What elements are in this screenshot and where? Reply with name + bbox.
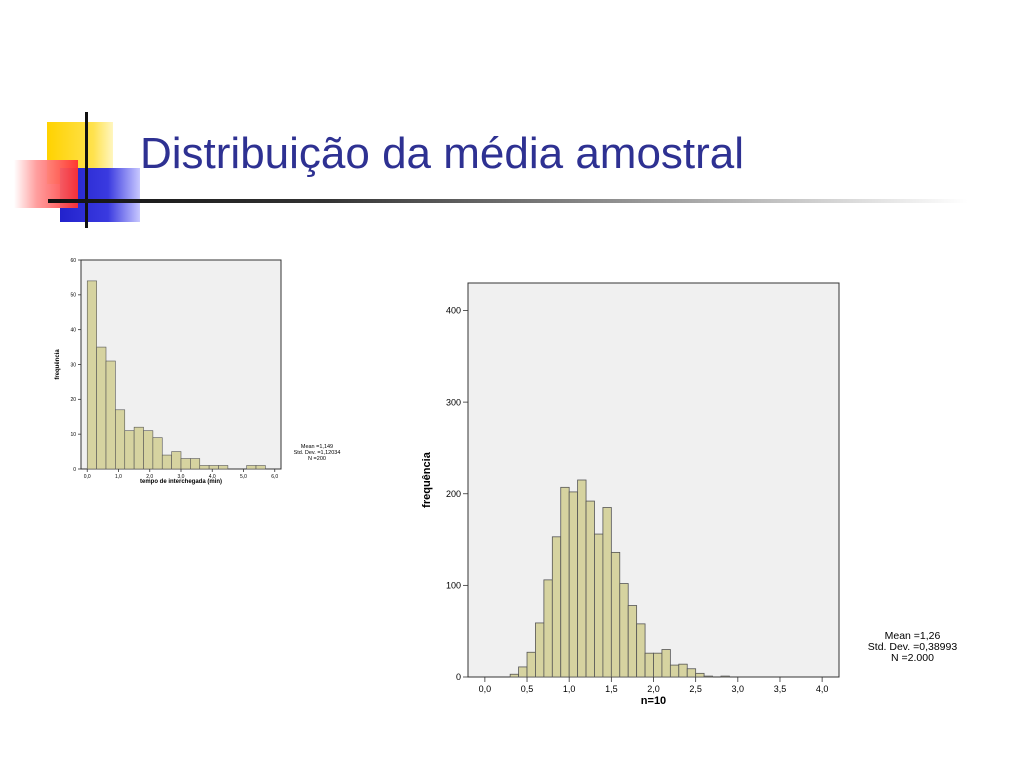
histogram-bar [161,454,172,470]
y-tick-label: 20 [70,397,76,403]
y-tick-label: 100 [446,581,461,591]
chart2-stats: Mean =1,26 Std. Dev. =0,38993 N =2.000 [855,630,970,665]
histogram-bar [669,664,680,678]
histogram-bar [246,465,257,470]
plot-area [467,282,840,678]
x-tick-label: 3,0 [178,474,185,480]
x-tick-label: 3,0 [732,684,745,694]
histogram-bar [703,675,713,678]
x-tick-label: 1,5 [605,684,618,694]
histogram-bar [695,672,705,678]
chart2-stat-n: N =2.000 [891,652,934,665]
histogram-interarrival-time: 0 10 20 30 40 50 60 0,0 1,0 2,0 3,0 4,0 5,0 6,0 tempo … [55,258,282,485]
histogram-bar [190,458,201,470]
chart1-stat-stddev: Std. Dev. =1,12034 [293,449,341,456]
histogram-sample-mean-n10: 0 100 200 300 400 0,0 0,5 1,0 1,5 2,0 2,5 3,0 3,5 4,0… [421,282,840,707]
x-tick-label: 6,0 [271,474,278,480]
histogram-bar [602,507,612,678]
slide-title: Distribuição da média amostral [140,129,745,178]
histogram-bar [518,666,528,678]
histogram-bar [105,360,116,470]
histogram-bar [619,583,629,678]
x-tick-label: 4,0 [209,474,216,480]
histogram-bar [143,430,154,470]
y-tick-label: 200 [446,489,461,499]
y-tick-label: 10 [70,432,76,438]
deco-vertical-line [85,112,88,228]
chart1-stat-mean: Mean =1,149 [300,444,334,450]
x-tick-label: 1,0 [115,474,122,480]
x-tick-label: 0,0 [479,684,492,694]
histogram-bar [653,652,663,678]
histogram-bar [535,622,545,678]
histogram-bar [526,651,536,678]
histogram-bar [509,673,519,678]
x-tick-label: 4,0 [816,684,829,694]
x-tick-label: 0,5 [521,684,534,694]
x-tick-label: 2,0 [146,474,153,480]
histogram-bar [543,579,553,678]
x-axis-label: tempo de interchegada (min) [140,479,222,485]
histogram-bar [551,536,562,678]
histogram-bar [199,465,210,470]
y-tick-label: 0 [456,672,461,682]
chart1-stat-n: N =200 [308,455,326,462]
histogram-bar [678,663,688,678]
histogram-bar [577,479,587,678]
histogram-bar [115,409,126,470]
y-tick-label: 300 [446,397,461,407]
x-tick-label: 1,0 [563,684,576,694]
x-tick-label: 2,5 [689,684,702,694]
chart1-stats: Mean =1,149 Std. Dev. =1,12034 N =200 [282,444,352,462]
histogram-bar [560,486,570,678]
histogram-bar [627,605,638,678]
y-tick-label: 50 [70,293,76,299]
histogram-bar [585,500,595,678]
histogram-bar [568,491,579,678]
histogram-bar [133,426,144,470]
y-axis-label: frequência [55,349,61,380]
histogram-bar [686,668,697,678]
x-tick-label: 2,0 [647,684,660,694]
histogram-bar [171,451,182,470]
deco-horizontal-rule [48,199,968,203]
x-axis-label: n=10 [641,695,666,707]
x-tick-label: 3,5 [774,684,787,694]
histogram-bar [720,675,730,678]
histogram-bar [255,465,266,470]
histogram-bar [152,437,163,470]
x-tick-label: 5,0 [240,474,247,480]
histogram-bar [124,430,135,470]
y-tick-label: 400 [446,306,461,316]
x-tick-label: 0,0 [84,474,91,480]
y-axis-label: frequência [421,451,433,508]
histogram-bar [218,465,229,470]
histogram-bar [594,533,604,678]
histogram-bar [644,652,654,678]
histogram-bar [86,280,97,470]
histogram-bar [661,649,671,678]
y-tick-label: 60 [70,258,76,264]
histogram-bar [96,346,107,470]
histogram-bar [180,458,191,470]
y-tick-label: 0 [73,467,76,473]
histogram-bar [208,465,219,470]
y-tick-label: 40 [70,327,76,333]
chart2-stat-stddev: Std. Dev. =0,38993 [867,641,958,654]
y-tick-label: 30 [70,362,76,368]
chart2-stat-mean: Mean =1,26 [884,630,941,642]
histogram-bar [636,623,646,678]
histogram-bar [610,551,621,678]
